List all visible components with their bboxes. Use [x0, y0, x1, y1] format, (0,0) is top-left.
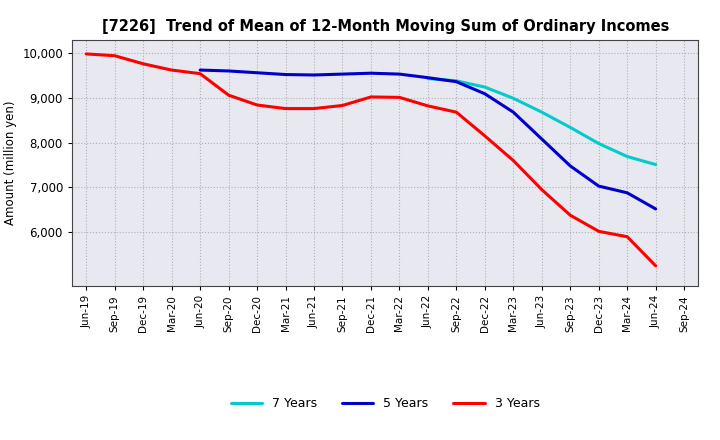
5 Years	[395, 71, 404, 77]
7 Years	[509, 95, 518, 101]
7 Years	[423, 76, 432, 81]
5 Years	[595, 183, 603, 189]
5 Years	[652, 206, 660, 212]
Line: 7 Years: 7 Years	[428, 79, 656, 165]
3 Years	[480, 133, 489, 139]
7 Years	[652, 162, 660, 167]
7 Years	[537, 110, 546, 115]
Legend: 7 Years, 5 Years, 3 Years: 7 Years, 5 Years, 3 Years	[225, 392, 545, 415]
3 Years	[452, 110, 461, 115]
3 Years	[167, 67, 176, 73]
3 Years	[623, 234, 631, 239]
3 Years	[110, 53, 119, 59]
Line: 3 Years: 3 Years	[86, 54, 656, 266]
5 Years	[623, 190, 631, 195]
7 Years	[595, 141, 603, 146]
5 Years	[225, 68, 233, 73]
3 Years	[595, 229, 603, 234]
3 Years	[253, 103, 261, 108]
3 Years	[423, 103, 432, 109]
3 Years	[225, 92, 233, 98]
3 Years	[366, 94, 375, 99]
7 Years	[566, 125, 575, 130]
3 Years	[82, 51, 91, 57]
5 Years	[480, 91, 489, 96]
3 Years	[652, 263, 660, 268]
3 Years	[196, 71, 204, 76]
5 Years	[196, 67, 204, 73]
Title: [7226]  Trend of Mean of 12-Month Moving Sum of Ordinary Incomes: [7226] Trend of Mean of 12-Month Moving …	[102, 19, 669, 34]
3 Years	[139, 61, 148, 66]
Line: 5 Years: 5 Years	[200, 70, 656, 209]
5 Years	[423, 75, 432, 81]
3 Years	[282, 106, 290, 111]
Y-axis label: Amount (million yen): Amount (million yen)	[4, 101, 17, 225]
3 Years	[509, 158, 518, 163]
5 Years	[366, 70, 375, 76]
5 Years	[253, 70, 261, 75]
7 Years	[480, 84, 489, 90]
5 Years	[338, 71, 347, 77]
5 Years	[310, 72, 318, 77]
3 Years	[338, 103, 347, 108]
5 Years	[509, 110, 518, 115]
3 Years	[395, 95, 404, 100]
5 Years	[452, 79, 461, 84]
3 Years	[310, 106, 318, 111]
5 Years	[566, 163, 575, 169]
7 Years	[452, 78, 461, 84]
5 Years	[282, 72, 290, 77]
3 Years	[537, 187, 546, 192]
3 Years	[566, 213, 575, 218]
5 Years	[537, 136, 546, 142]
7 Years	[623, 154, 631, 159]
